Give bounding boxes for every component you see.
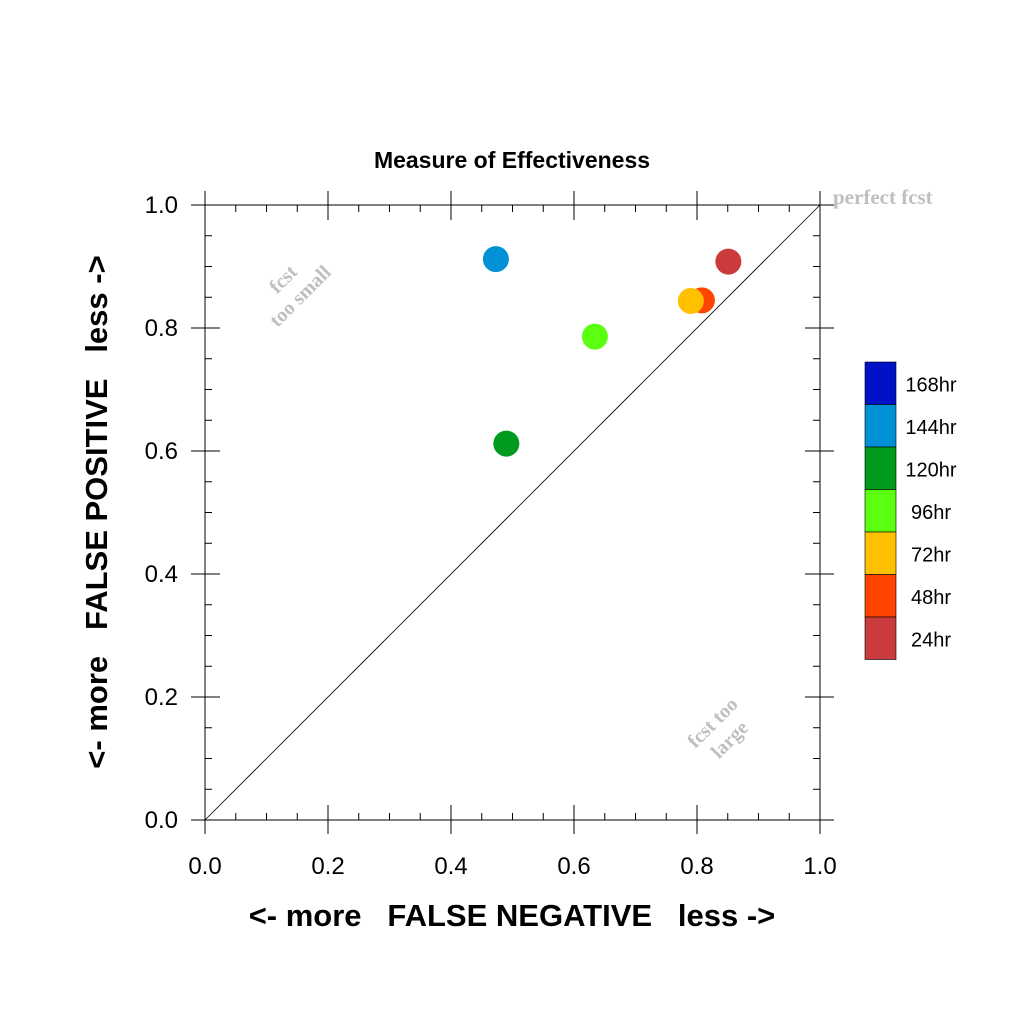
legend-label-48hr: 48hr: [911, 587, 951, 609]
legend-swatch-72hr: [864, 531, 897, 575]
y-tick-label: 0.8: [145, 315, 178, 342]
legend-label-168hr: 168hr: [905, 374, 956, 396]
y-tick-label: 0.2: [145, 684, 178, 711]
data-point-72hr: [677, 287, 704, 314]
chart-title: Measure of Effectiveness: [374, 147, 650, 173]
legend-swatch-144hr: [864, 404, 897, 448]
data-point-120hr: [493, 430, 520, 457]
legend-swatch-120hr: [864, 446, 897, 490]
x-axis-label: <- more FALSE NEGATIVE less ->: [249, 898, 776, 933]
legend-label-120hr: 120hr: [905, 459, 956, 481]
legend-swatch-96hr: [864, 489, 897, 533]
legend: 168hr 144hr 120hr 96hr 72hr 48hr 24hr: [864, 361, 957, 660]
y-tick-label: 0.6: [145, 438, 178, 465]
legend-label-72hr: 72hr: [911, 544, 951, 566]
legend-swatch-168hr: [864, 361, 897, 405]
x-tick-label: 0.8: [680, 853, 713, 880]
x-tick-label: 0.0: [188, 853, 221, 880]
legend-label-144hr: 144hr: [905, 417, 956, 439]
x-tick-label: 1.0: [803, 853, 836, 880]
perfect-forecast-line: [204, 204, 821, 821]
legend-label-96hr: 96hr: [911, 502, 951, 524]
data-point-96hr: [581, 323, 608, 350]
y-tick-label: 1.0: [145, 192, 178, 219]
legend-swatch-24hr: [864, 616, 897, 660]
y-tick-label: 0.4: [145, 561, 178, 588]
y-axis-label: <- more FALSE POSITIVE less ->: [79, 255, 114, 768]
y-tick-label: 0.0: [145, 807, 178, 834]
data-point-144hr: [482, 246, 509, 273]
annotation-too-large: fcst too large: [683, 693, 753, 763]
annotation-perfect-fcst: perfect fcst: [833, 185, 933, 209]
x-tick-label: 0.6: [557, 853, 590, 880]
x-tick-label: 0.2: [311, 853, 344, 880]
legend-swatch-48hr: [864, 574, 897, 618]
annotation-too-small: fcst too small: [265, 261, 336, 332]
plot-area: 0.0 0.2 0.4 0.6 0.8 1.0 0.0 0.2 0.4 0.6 0.8 1.0: [145, 191, 837, 880]
x-tick-label: 0.4: [434, 853, 467, 880]
legend-label-24hr: 24hr: [911, 629, 951, 651]
data-point-24hr: [715, 248, 742, 275]
